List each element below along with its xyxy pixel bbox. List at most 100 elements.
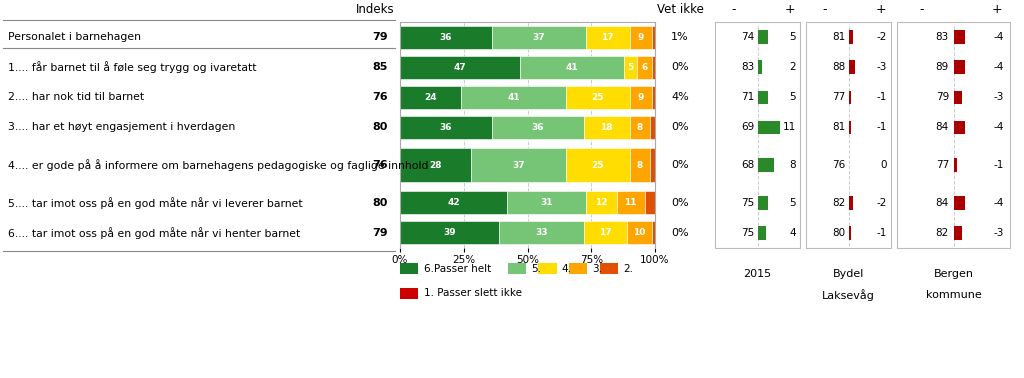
Text: 4.... er gode på å informere om barnehagens pedagogiske og faglige innhold: 4.... er gode på å informere om barnehag… (8, 159, 428, 171)
Text: 81: 81 (831, 32, 845, 42)
Bar (492, 116, 584, 139)
Text: 36: 36 (531, 123, 544, 132)
Text: 89: 89 (936, 62, 949, 72)
Text: 37: 37 (512, 161, 525, 170)
Text: 5: 5 (790, 92, 796, 102)
Text: 80: 80 (373, 198, 388, 208)
Text: 5: 5 (790, 198, 796, 208)
Text: 84: 84 (936, 198, 949, 208)
Bar (492, 26, 586, 48)
Bar (630, 26, 652, 48)
Text: 6: 6 (642, 63, 648, 72)
Text: 9: 9 (638, 33, 644, 42)
Text: -2: -2 (877, 32, 887, 42)
Text: 25: 25 (592, 93, 604, 102)
Text: 36: 36 (439, 123, 453, 132)
Text: 80: 80 (831, 228, 845, 238)
Text: 74: 74 (740, 32, 754, 42)
Text: -2: -2 (877, 198, 887, 208)
Text: 8: 8 (790, 160, 796, 170)
Text: 41: 41 (507, 93, 520, 102)
Text: 5.... tar imot oss på en god måte når vi leverer barnet: 5.... tar imot oss på en god måte når vi… (8, 197, 303, 209)
Bar (645, 191, 655, 214)
Text: 12: 12 (595, 198, 607, 207)
Text: +: + (784, 3, 795, 16)
Text: 42: 42 (447, 198, 460, 207)
Text: -4: -4 (994, 62, 1005, 72)
Text: 31: 31 (541, 198, 553, 207)
Text: 24: 24 (424, 93, 437, 102)
Text: 71: 71 (740, 92, 754, 102)
Bar (630, 116, 650, 139)
Text: Personalet i barnehagen: Personalet i barnehagen (8, 32, 141, 42)
Text: 77: 77 (936, 160, 949, 170)
Bar (400, 148, 471, 182)
Bar (471, 148, 565, 182)
Text: 25: 25 (592, 161, 604, 170)
Text: 68: 68 (740, 160, 754, 170)
Bar (586, 191, 616, 214)
Text: -: - (822, 3, 827, 16)
Text: 6.... tar imot oss på en god måte når vi henter barnet: 6.... tar imot oss på en god måte når vi… (8, 227, 300, 239)
Text: 10: 10 (634, 228, 646, 237)
Text: 79: 79 (936, 92, 949, 102)
Text: -1: -1 (877, 228, 887, 238)
Text: 17: 17 (599, 228, 611, 237)
Text: Indeks: Indeks (356, 3, 395, 16)
Text: 75: 75 (740, 228, 754, 238)
Text: 0%: 0% (671, 198, 689, 208)
Bar (630, 148, 650, 182)
Text: 76: 76 (372, 92, 388, 102)
Text: 1.... får barnet til å føle seg trygg og ivaretatt: 1.... får barnet til å føle seg trygg og… (8, 61, 256, 73)
Text: 80: 80 (373, 122, 388, 132)
Text: 5: 5 (790, 32, 796, 42)
Text: 33: 33 (536, 228, 548, 237)
Bar (400, 86, 461, 109)
Text: 18: 18 (600, 123, 612, 132)
Text: 76: 76 (831, 160, 845, 170)
Text: 0%: 0% (671, 160, 689, 170)
Text: 8: 8 (637, 123, 643, 132)
Text: 82: 82 (831, 198, 845, 208)
Bar (652, 26, 655, 48)
Bar (400, 56, 520, 79)
Text: 83: 83 (740, 62, 754, 72)
Text: +: + (991, 3, 1001, 16)
Text: 5.: 5. (531, 264, 541, 274)
Text: -1: -1 (877, 92, 887, 102)
Bar (650, 148, 655, 182)
Text: 77: 77 (831, 92, 845, 102)
Bar (652, 86, 655, 109)
Text: 79: 79 (372, 228, 388, 238)
Bar (625, 56, 637, 79)
Text: -4: -4 (994, 198, 1005, 208)
Bar (652, 56, 655, 79)
Text: 4.: 4. (562, 264, 571, 274)
Text: 1. Passer slett ikke: 1. Passer slett ikke (424, 288, 521, 298)
Bar (507, 191, 586, 214)
Text: 8: 8 (637, 161, 643, 170)
Text: -3: -3 (994, 92, 1005, 102)
Text: Bergen: Bergen (934, 269, 974, 279)
Text: 82: 82 (936, 228, 949, 238)
Bar (565, 148, 630, 182)
Text: 47: 47 (454, 63, 466, 72)
Text: 39: 39 (443, 228, 456, 237)
Text: 4: 4 (790, 228, 796, 238)
Text: 3.... har et høyt engasjement i hverdagen: 3.... har et høyt engasjement i hverdage… (8, 122, 236, 132)
Bar (650, 116, 655, 139)
Bar (500, 222, 584, 245)
Text: 75: 75 (740, 198, 754, 208)
Text: 28: 28 (429, 161, 442, 170)
Text: 2.... har nok tid til barnet: 2.... har nok tid til barnet (8, 92, 144, 102)
Text: -: - (731, 3, 736, 16)
Text: 9: 9 (638, 93, 644, 102)
Text: -1: -1 (994, 160, 1005, 170)
Text: 6.Passer helt: 6.Passer helt (424, 264, 490, 274)
Text: 0%: 0% (671, 228, 689, 238)
Text: -: - (920, 3, 924, 16)
Text: -1: -1 (877, 122, 887, 132)
Text: 88: 88 (831, 62, 845, 72)
Text: 81: 81 (831, 122, 845, 132)
Text: 84: 84 (936, 122, 949, 132)
